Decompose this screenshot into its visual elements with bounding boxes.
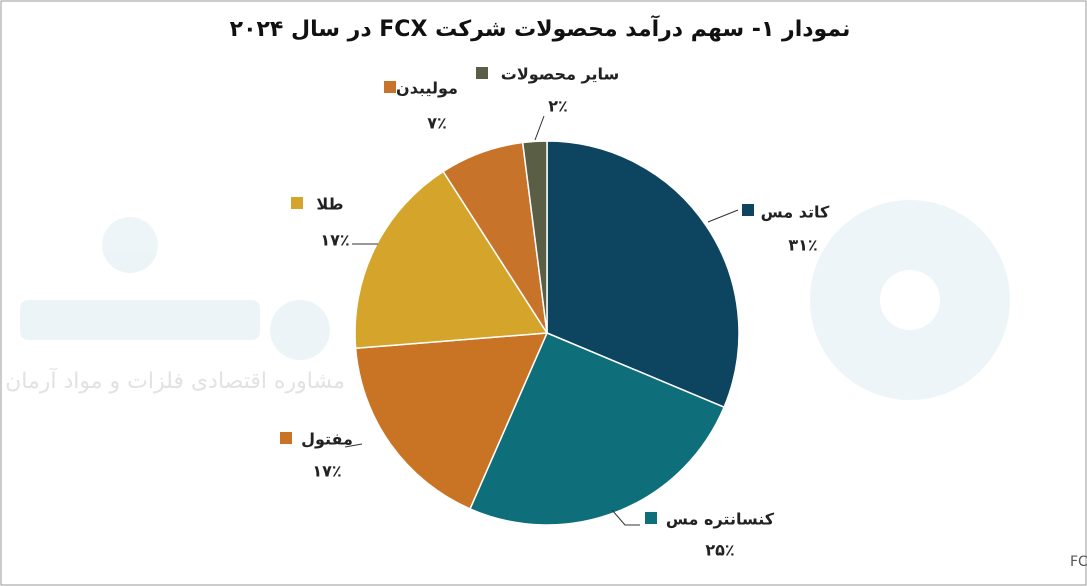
- pie-slice: [469, 332, 726, 526]
- watermark-logo: [20, 200, 1010, 400]
- value-label: ۲۵٪: [705, 541, 734, 560]
- leader-line: [534, 115, 545, 141]
- chart-title: نمودار ۱- سهم درآمد محصولات شرکت FCX در …: [230, 14, 851, 42]
- slice-label: مفتول: [301, 430, 353, 449]
- pie-slice: [546, 140, 740, 409]
- legend-swatch: [645, 512, 657, 524]
- leader-line: [344, 443, 363, 448]
- slice-label: مولیبدن: [396, 79, 458, 98]
- source: منبع: FCX: [1070, 554, 1087, 570]
- legend-swatch: [384, 81, 396, 93]
- leader-line: [611, 509, 640, 526]
- pie-slice: [521, 140, 548, 334]
- slice-label: کاتد مس: [761, 203, 830, 222]
- leader-line: [707, 209, 739, 223]
- value-label: ۳۱٪: [788, 236, 817, 255]
- value-label: ۱۷٪: [312, 462, 341, 481]
- legend-swatch: [742, 204, 754, 216]
- value-label: ۱۷٪: [320, 231, 349, 250]
- legend-swatch: [476, 67, 488, 79]
- legend-swatch: [291, 197, 303, 209]
- pie-slice: [354, 332, 549, 510]
- legend-swatch: [280, 432, 292, 444]
- slice-label: سایر محصولات: [501, 65, 620, 84]
- watermark: مشاوره اقتصادی فلزات و مواد آرمان: [5, 367, 345, 394]
- value-label: ۷٪: [427, 114, 447, 133]
- pie-slice: [354, 170, 549, 350]
- slice-label: طلا: [316, 195, 343, 214]
- value-label: ۲٪: [548, 97, 568, 116]
- slice-label: کنسانتره مس: [666, 510, 775, 529]
